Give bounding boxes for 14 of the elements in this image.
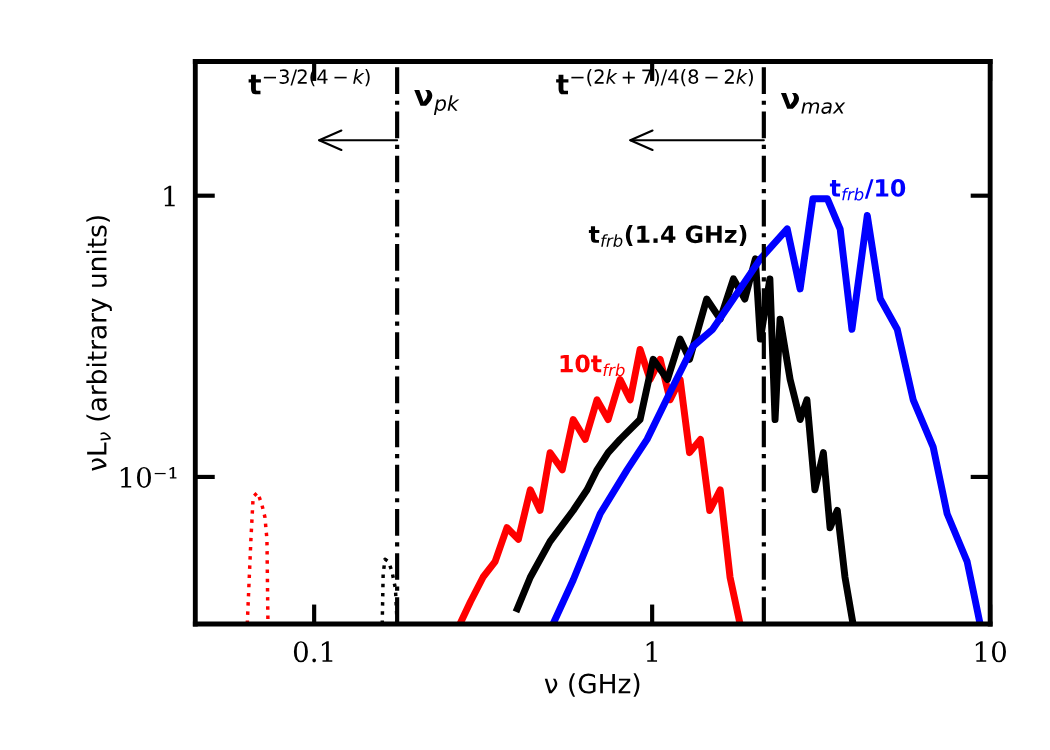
x-tick-label: 1	[646, 641, 658, 662]
y-axis-title: νL$_{ν}$ (arbitrary units)	[86, 216, 112, 471]
ref-line-label: ν$_{pk}$	[414, 89, 460, 115]
line-series	[245, 490, 270, 624]
series-label: 10t$_{frb}$	[560, 354, 625, 377]
x-axis-title: ν (GHz)	[544, 673, 640, 697]
y-tick-label: 10⁻¹	[120, 466, 177, 488]
series-label: t$_{frb}$(1.4 GHz)	[588, 224, 747, 247]
x-tick-label: 10	[975, 641, 1006, 663]
ref-line-label: ν$_{max}$	[780, 92, 846, 114]
annotation: t$^{−3/2(4−k)}$	[248, 68, 370, 95]
annotation: t$^{−(2k+7)/4(8−2k)}$	[556, 68, 753, 95]
series-label: t$_{frb}$/10	[829, 178, 906, 201]
x-tick-label: 0.1	[293, 641, 333, 663]
